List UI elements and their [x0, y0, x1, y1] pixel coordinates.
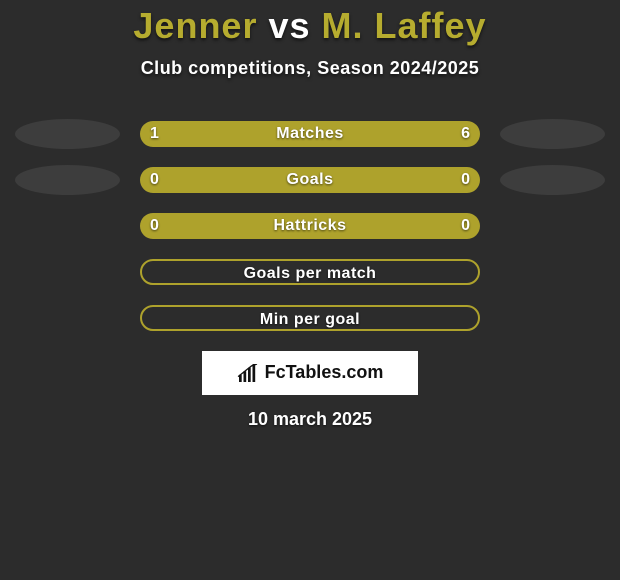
stat-row: Hattricks0 0	[0, 211, 620, 241]
stat-bar: Min per goal	[140, 305, 480, 331]
player2-name: M. Laffey	[322, 5, 487, 46]
player1-avatar	[15, 165, 120, 195]
stat-value-right: 6	[461, 121, 470, 147]
stat-value-left: 1	[150, 121, 159, 147]
stat-bar: Hattricks0 0	[140, 213, 480, 239]
stat-label: Min per goal	[142, 307, 478, 331]
vs-separator: vs	[268, 5, 310, 46]
stat-bar: Goals0 0	[140, 167, 480, 193]
page-title: Jenner vs M. Laffey	[0, 6, 620, 46]
comparison-card: Jenner vs M. Laffey Club competitions, S…	[0, 0, 620, 580]
stat-value-left: 0	[150, 167, 159, 193]
chart-icon	[237, 364, 259, 382]
stat-value-left: 0	[150, 213, 159, 239]
stat-bar: Matches1 6	[140, 121, 480, 147]
watermark-text: FcTables.com	[265, 362, 384, 383]
stat-row: Matches1 6	[0, 119, 620, 149]
stat-value-right: 0	[461, 167, 470, 193]
watermark: FcTables.com	[202, 351, 418, 395]
stat-label: Matches	[140, 121, 480, 147]
stats-block: Matches16Goals00Hattricks00Goals per mat…	[0, 119, 620, 333]
stat-label: Goals	[140, 167, 480, 193]
stat-row: Min per goal	[0, 303, 620, 333]
stat-row: Goals0 0	[0, 165, 620, 195]
stat-label: Goals per match	[142, 261, 478, 285]
player1-avatar	[15, 119, 120, 149]
stat-label: Hattricks	[140, 213, 480, 239]
player1-name: Jenner	[133, 5, 257, 46]
subtitle: Club competitions, Season 2024/2025	[0, 58, 620, 79]
stat-bar: Goals per match	[140, 259, 480, 285]
date-label: 10 march 2025	[0, 409, 620, 430]
stat-value-right: 0	[461, 213, 470, 239]
player2-avatar	[500, 119, 605, 149]
stat-row: Goals per match	[0, 257, 620, 287]
player2-avatar	[500, 165, 605, 195]
